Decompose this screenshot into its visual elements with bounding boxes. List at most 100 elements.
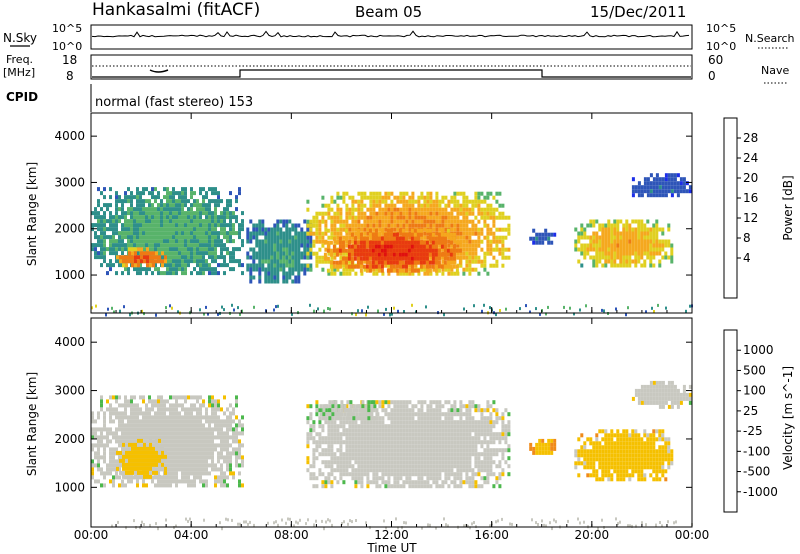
echo-cell [154, 207, 157, 212]
echo-cell [389, 252, 393, 257]
echo-cell [232, 239, 235, 244]
echo-cell [208, 263, 211, 268]
echo-cell [190, 455, 193, 460]
echo-cell [489, 247, 493, 252]
echo-cell [140, 450, 143, 455]
echo-cell [374, 228, 378, 233]
echo-cell [175, 403, 178, 408]
echo-cell [127, 475, 130, 480]
echo-cell [285, 231, 289, 236]
echo-cell [348, 235, 352, 240]
echo-cell [169, 447, 172, 452]
echo-cell [539, 312, 541, 316]
echo-cell [420, 400, 424, 405]
echo-cell [374, 260, 378, 265]
echo-cell [154, 423, 157, 428]
echo-cell [115, 239, 118, 244]
echo-cell [91, 223, 94, 228]
echo-cell [685, 189, 689, 194]
echo-cell [109, 395, 112, 400]
echo-cell [115, 243, 118, 248]
echo-cell [336, 464, 340, 469]
echo-cell [417, 468, 421, 473]
echo-cell [670, 243, 674, 248]
echo-cell [435, 448, 439, 453]
echo-cell [339, 444, 343, 449]
echo-cell [664, 251, 668, 256]
echo-cell [130, 207, 133, 212]
echo-cell [220, 447, 223, 452]
echo-cell [172, 255, 175, 260]
echo-cell [309, 247, 313, 252]
echo-cell [592, 247, 596, 252]
echo-cell [441, 444, 445, 449]
echo-cell [583, 255, 587, 260]
echo-cell [127, 195, 130, 200]
echo-cell [321, 231, 325, 236]
echo-cell [390, 420, 394, 425]
echo-cell [435, 476, 439, 481]
echo-cell [119, 470, 122, 475]
echo-cell [372, 432, 376, 437]
echo-cell [371, 244, 375, 249]
echo-cell [202, 219, 205, 224]
echo-cell [450, 211, 454, 216]
echo-cell [501, 247, 505, 252]
echo-cell [634, 227, 638, 232]
echo-cell [199, 271, 202, 276]
echo-cell [193, 447, 196, 452]
echo-cell [190, 403, 193, 408]
echo-cell [386, 248, 390, 253]
echo-cell [422, 248, 426, 253]
echo-cell [431, 260, 435, 265]
echo-cell [321, 255, 325, 260]
echo-cell [178, 419, 181, 424]
echo-cell [357, 452, 361, 457]
echo-cell [332, 244, 336, 249]
echo-cell [127, 267, 130, 272]
echo-cell [139, 411, 142, 416]
echo-cell [589, 239, 593, 244]
echo-cell [130, 231, 133, 236]
echo-cell [351, 195, 355, 200]
echo-cell [348, 195, 352, 200]
echo-cell [363, 428, 367, 433]
echo-cell [369, 215, 373, 220]
echo-cell [199, 455, 202, 460]
echo-cell [625, 243, 629, 248]
echo-cell [390, 207, 394, 212]
echo-cell [127, 223, 130, 228]
echo-cell [103, 231, 106, 236]
echo-cell [145, 219, 148, 224]
echo-cell [187, 407, 190, 412]
echo-cell [312, 484, 316, 489]
echo-cell [456, 223, 460, 228]
echo-cell [232, 427, 235, 432]
velocity-echo-cells [91, 380, 693, 531]
echo-cell [414, 428, 418, 433]
echo-cell [306, 243, 310, 248]
echo-cell [438, 412, 442, 417]
echo-cell [381, 440, 385, 445]
echo-cell [613, 251, 617, 256]
echo-cell [455, 248, 459, 253]
echo-cell [229, 459, 232, 464]
echo-cell [199, 215, 202, 220]
echo-cell [402, 464, 406, 469]
echo-cell [175, 215, 178, 220]
echo-cell [208, 443, 211, 448]
echo-cell [386, 228, 390, 233]
echo-cell [622, 231, 626, 236]
echo-cell [163, 207, 166, 212]
echo-cell [682, 185, 686, 190]
echo-cell [166, 227, 169, 232]
echo-cell [381, 428, 385, 433]
echo-cell [187, 259, 190, 264]
echo-cell [309, 428, 313, 433]
echo-cell [453, 227, 457, 232]
echo-cell [112, 395, 115, 400]
echo-cell [625, 231, 629, 236]
echo-cell [381, 219, 385, 224]
echo-cell [175, 263, 178, 268]
echo-cell [91, 431, 94, 436]
